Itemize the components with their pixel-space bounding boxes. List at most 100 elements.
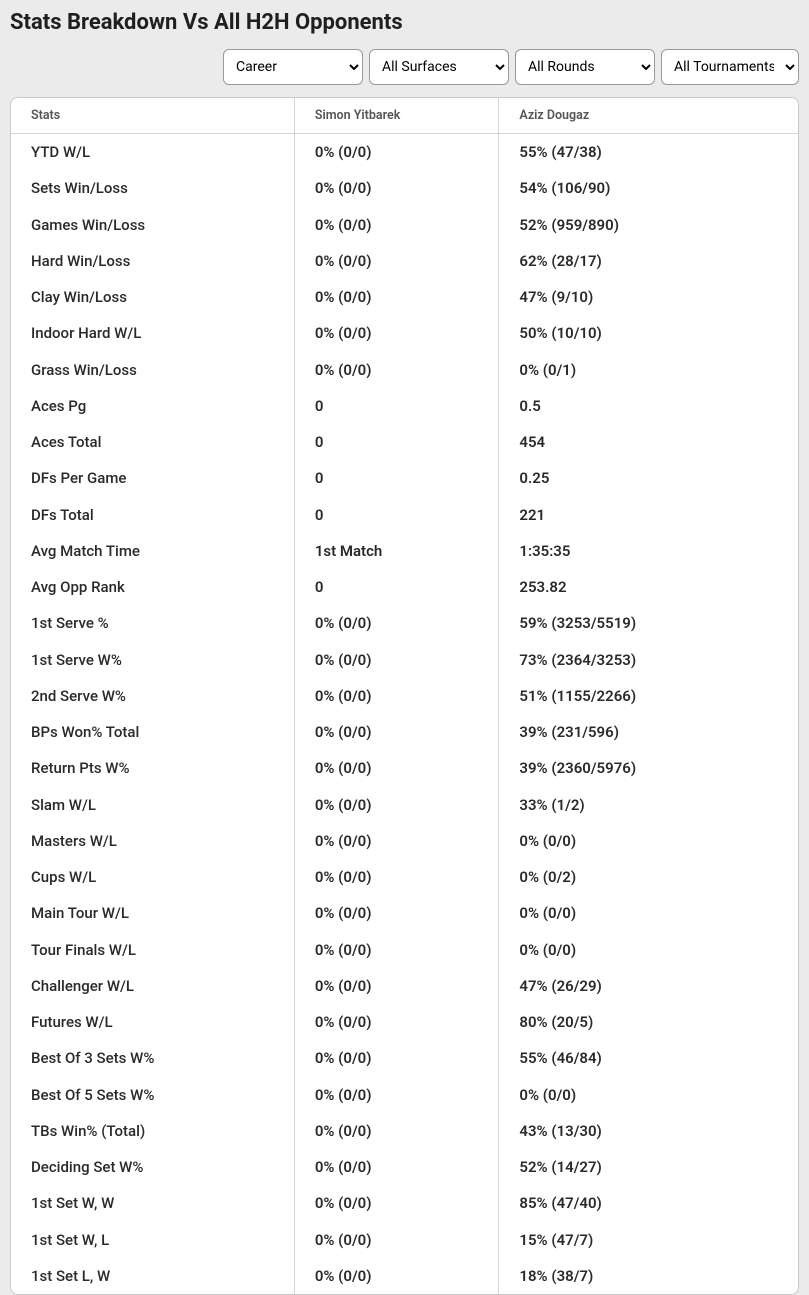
table-row: Return Pts W%0% (0/0)39% (2360/5976) [11, 750, 798, 786]
stat-label: Slam W/L [11, 787, 294, 823]
stat-value-player1: 1st Match [294, 533, 499, 569]
filter-round-select[interactable]: All Rounds [515, 49, 655, 85]
table-row: Challenger W/L0% (0/0)47% (26/29) [11, 968, 798, 1004]
stat-value-player2: 52% (14/27) [499, 1149, 798, 1185]
stat-label: Challenger W/L [11, 968, 294, 1004]
table-row: 2nd Serve W%0% (0/0)51% (1155/2266) [11, 678, 798, 714]
table-row: Avg Match Time1st Match1:35:35 [11, 533, 798, 569]
stat-label: TBs Win% (Total) [11, 1113, 294, 1149]
stat-label: Deciding Set W% [11, 1149, 294, 1185]
table-row: BPs Won% Total0% (0/0)39% (231/596) [11, 714, 798, 750]
filter-bar: Career All Surfaces All Rounds All Tourn… [10, 49, 799, 85]
filter-period-select[interactable]: Career [223, 49, 363, 85]
stat-label: Games Win/Loss [11, 207, 294, 243]
table-row: DFs Total0221 [11, 497, 798, 533]
stat-value-player2: 62% (28/17) [499, 243, 798, 279]
table-row: Tour Finals W/L0% (0/0)0% (0/0) [11, 932, 798, 968]
stat-label: Grass Win/Loss [11, 352, 294, 388]
stat-value-player2: 73% (2364/3253) [499, 642, 798, 678]
stat-label: Best Of 3 Sets W% [11, 1040, 294, 1076]
page-title: Stats Breakdown Vs All H2H Opponents [10, 10, 799, 35]
stat-value-player2: 54% (106/90) [499, 170, 798, 206]
stat-value-player1: 0% (0/0) [294, 279, 499, 315]
stat-value-player1: 0 [294, 569, 499, 605]
stat-value-player2: 52% (959/890) [499, 207, 798, 243]
stat-value-player2: 59% (3253/5519) [499, 605, 798, 641]
stat-label: Avg Match Time [11, 533, 294, 569]
stat-label: Aces Total [11, 424, 294, 460]
stat-value-player2: 15% (47/7) [499, 1222, 798, 1258]
stat-value-player2: 47% (26/29) [499, 968, 798, 1004]
stat-value-player2: 1:35:35 [499, 533, 798, 569]
table-row: Aces Pg00.5 [11, 388, 798, 424]
stat-label: YTD W/L [11, 134, 294, 171]
stat-value-player1: 0% (0/0) [294, 605, 499, 641]
table-row: Masters W/L0% (0/0)0% (0/0) [11, 823, 798, 859]
stat-value-player1: 0% (0/0) [294, 823, 499, 859]
table-row: 1st Serve W%0% (0/0)73% (2364/3253) [11, 642, 798, 678]
stat-label: 1st Set W, L [11, 1222, 294, 1258]
stat-value-player2: 55% (46/84) [499, 1040, 798, 1076]
stat-value-player1: 0 [294, 460, 499, 496]
stats-table: Stats Simon Yitbarek Aziz Dougaz YTD W/L… [11, 98, 798, 1294]
filter-tournament-select[interactable]: All Tournaments [661, 49, 799, 85]
stat-value-player1: 0% (0/0) [294, 895, 499, 931]
stat-label: Avg Opp Rank [11, 569, 294, 605]
stat-label: BPs Won% Total [11, 714, 294, 750]
stat-label: Return Pts W% [11, 750, 294, 786]
table-row: Best Of 5 Sets W%0% (0/0)0% (0/0) [11, 1077, 798, 1113]
stat-label: Main Tour W/L [11, 895, 294, 931]
stat-label: Indoor Hard W/L [11, 315, 294, 351]
table-row: Clay Win/Loss0% (0/0)47% (9/10) [11, 279, 798, 315]
stat-value-player2: 454 [499, 424, 798, 460]
stat-label: 2nd Serve W% [11, 678, 294, 714]
table-row: TBs Win% (Total)0% (0/0)43% (13/30) [11, 1113, 798, 1149]
stat-value-player1: 0% (0/0) [294, 1113, 499, 1149]
stat-value-player1: 0% (0/0) [294, 714, 499, 750]
stat-label: Cups W/L [11, 859, 294, 895]
table-row: Main Tour W/L0% (0/0)0% (0/0) [11, 895, 798, 931]
filter-surface-select[interactable]: All Surfaces [369, 49, 509, 85]
table-row: Sets Win/Loss0% (0/0)54% (106/90) [11, 170, 798, 206]
stat-label: DFs Per Game [11, 460, 294, 496]
stat-value-player2: 0% (0/0) [499, 932, 798, 968]
stat-label: 1st Serve W% [11, 642, 294, 678]
stat-value-player1: 0% (0/0) [294, 1222, 499, 1258]
stat-value-player2: 0.25 [499, 460, 798, 496]
table-row: Futures W/L0% (0/0)80% (20/5) [11, 1004, 798, 1040]
stat-value-player1: 0 [294, 388, 499, 424]
stats-card: Stats Simon Yitbarek Aziz Dougaz YTD W/L… [10, 97, 799, 1295]
table-row: Deciding Set W%0% (0/0)52% (14/27) [11, 1149, 798, 1185]
stat-value-player2: 18% (38/7) [499, 1258, 798, 1294]
stat-value-player2: 85% (47/40) [499, 1185, 798, 1221]
stat-value-player1: 0% (0/0) [294, 170, 499, 206]
stat-value-player2: 253.82 [499, 569, 798, 605]
stat-label: Sets Win/Loss [11, 170, 294, 206]
stat-value-player2: 33% (1/2) [499, 787, 798, 823]
table-row: Cups W/L0% (0/0)0% (0/2) [11, 859, 798, 895]
stat-value-player2: 50% (10/10) [499, 315, 798, 351]
stat-value-player1: 0% (0/0) [294, 787, 499, 823]
stat-label: DFs Total [11, 497, 294, 533]
table-row: 1st Set W, L0% (0/0)15% (47/7) [11, 1222, 798, 1258]
stat-value-player1: 0% (0/0) [294, 678, 499, 714]
stat-value-player1: 0% (0/0) [294, 859, 499, 895]
stat-value-player1: 0% (0/0) [294, 1185, 499, 1221]
table-row: Grass Win/Loss0% (0/0)0% (0/1) [11, 352, 798, 388]
stat-value-player1: 0% (0/0) [294, 1149, 499, 1185]
stat-value-player1: 0% (0/0) [294, 968, 499, 1004]
table-row: 1st Set W, W0% (0/0)85% (47/40) [11, 1185, 798, 1221]
table-header-row: Stats Simon Yitbarek Aziz Dougaz [11, 98, 798, 134]
stat-value-player2: 43% (13/30) [499, 1113, 798, 1149]
stat-value-player1: 0% (0/0) [294, 1258, 499, 1294]
stat-value-player2: 39% (2360/5976) [499, 750, 798, 786]
stat-value-player2: 0% (0/2) [499, 859, 798, 895]
stat-label: Best Of 5 Sets W% [11, 1077, 294, 1113]
stat-label: 1st Set W, W [11, 1185, 294, 1221]
stat-value-player2: 39% (231/596) [499, 714, 798, 750]
stat-value-player2: 55% (47/38) [499, 134, 798, 171]
stat-value-player2: 47% (9/10) [499, 279, 798, 315]
stat-value-player2: 51% (1155/2266) [499, 678, 798, 714]
table-row: Avg Opp Rank0253.82 [11, 569, 798, 605]
table-row: YTD W/L0% (0/0)55% (47/38) [11, 134, 798, 171]
